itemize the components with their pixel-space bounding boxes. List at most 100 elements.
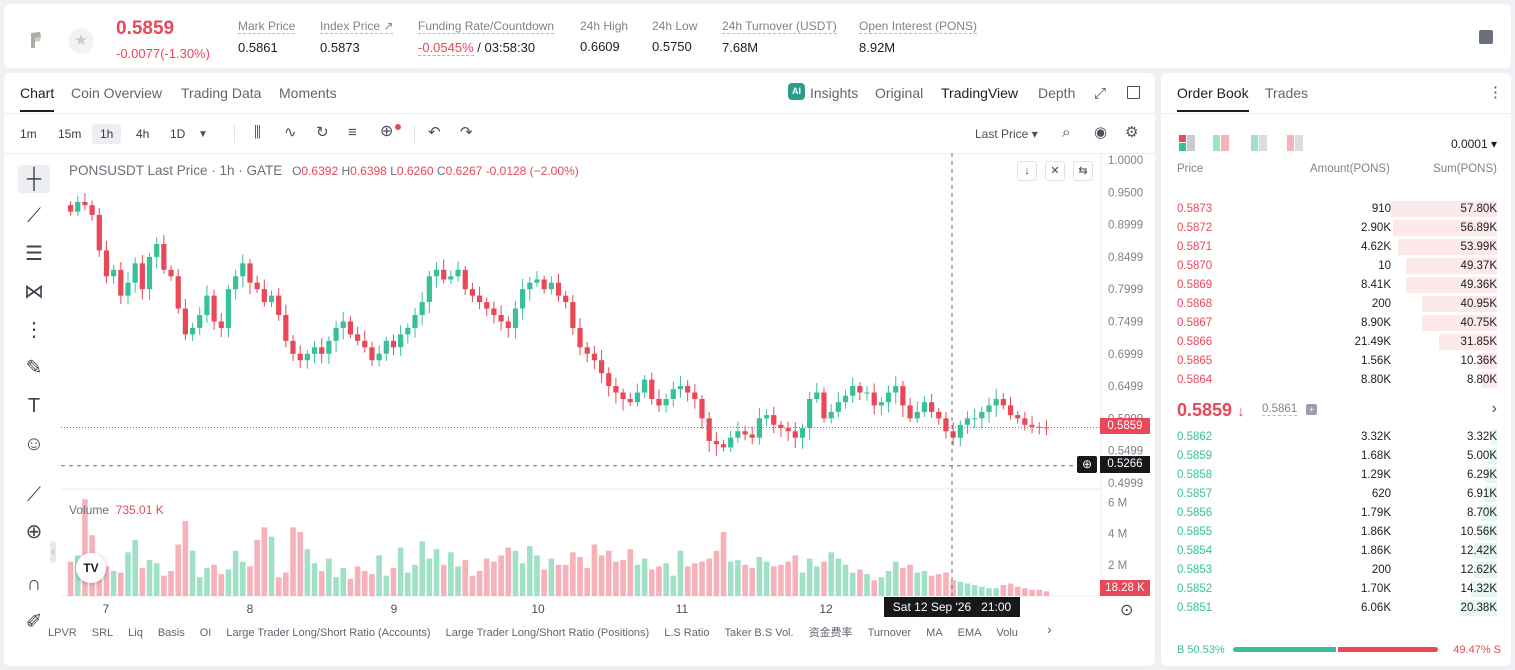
ask-row[interactable]: 0.5867 8.90K 40.75K	[1177, 314, 1497, 333]
bid-row[interactable]: 0.5858 1.29K 6.29K	[1177, 466, 1497, 485]
precision-select[interactable]: 0.0001 ▾	[1450, 137, 1497, 151]
text-tool-icon[interactable]: T	[27, 395, 41, 417]
ask-row[interactable]: 0.5865 1.56K 10.36K	[1177, 352, 1497, 371]
collapse-toolbar-icon[interactable]: ‹	[50, 541, 56, 563]
bid-row[interactable]: 0.5857 620 6.91K	[1177, 485, 1497, 504]
index-price-label[interactable]: Index Price ↗	[320, 19, 394, 34]
indicator-toggle[interactable]: Large Trader Long/Short Ratio (Positions…	[445, 627, 650, 639]
indicator-toggle[interactable]: OI	[199, 627, 212, 639]
templates-icon[interactable]: ≡	[348, 124, 357, 141]
indicator-toggle[interactable]: EMA	[957, 627, 982, 639]
indicator-toggle[interactable]: MA	[926, 627, 943, 639]
interval-1h[interactable]: 1h	[92, 124, 122, 144]
replay-icon[interactable]: ↻	[316, 124, 329, 141]
chevron-right-icon[interactable]: ›	[1491, 400, 1497, 417]
price-source-select[interactable]: Last Price ▾	[975, 127, 1038, 141]
interval-dropdown-icon[interactable]: ▼	[198, 129, 208, 140]
indicator-toggle[interactable]: Turnover	[867, 627, 912, 639]
emoji-tool-icon[interactable]: ☺	[23, 433, 45, 455]
expand-icon[interactable]: ⤢	[1094, 85, 1107, 102]
indicator-toggle[interactable]: SRL	[91, 627, 114, 639]
redo-icon[interactable]: ↷	[460, 124, 473, 141]
favorite-star-icon[interactable]: ★	[68, 28, 94, 54]
ask-row[interactable]: 0.5870 10 49.37K	[1177, 257, 1497, 276]
bid-row[interactable]: 0.5854 1.86K 12.42K	[1177, 542, 1497, 561]
asks-only-icon[interactable]	[1287, 135, 1303, 151]
indicator-toggle[interactable]: 资金费率	[808, 627, 853, 639]
ask-row[interactable]: 0.5872 2.90K 56.89K	[1177, 219, 1497, 238]
open-interest-label[interactable]: Open Interest (PONS)	[859, 19, 978, 34]
turnover-label[interactable]: 24h Turnover (USDT)	[722, 19, 837, 34]
ask-row[interactable]: 0.5869 8.41K 49.36K	[1177, 276, 1497, 295]
ruler-tool-icon[interactable]: ⟋	[27, 484, 41, 506]
interval-1d[interactable]: 1D	[170, 127, 186, 141]
interval-15m[interactable]: 15m	[58, 127, 82, 141]
indicator-toggle[interactable]: Large Trader Long/Short Ratio (Accounts)	[226, 627, 431, 639]
add-alert-icon[interactable]: ⊕	[380, 123, 394, 140]
trendline-tool-icon[interactable]: ⟋	[27, 205, 41, 227]
tradingview-logo-icon[interactable]: TV	[76, 553, 106, 583]
fullscreen-icon[interactable]	[1127, 86, 1140, 99]
tab-trading-data[interactable]: Trading Data	[181, 85, 262, 101]
view-depth[interactable]: Depth	[1038, 85, 1076, 101]
brush-tool-icon[interactable]: ✎	[25, 357, 43, 379]
undo-icon[interactable]: ↶	[428, 124, 441, 141]
view-original[interactable]: Original	[875, 85, 924, 101]
split-view-icon[interactable]	[1213, 135, 1229, 151]
more-options-icon[interactable]: ⋮	[1488, 84, 1503, 101]
indicator-more-icon[interactable]: ›	[1047, 621, 1052, 637]
indicator-toggle[interactable]: Volu	[996, 627, 1018, 639]
search-icon[interactable]: ⌕	[1062, 124, 1071, 141]
settings-gear-icon[interactable]: ⚙	[1125, 124, 1139, 141]
ask-row[interactable]: 0.5871 4.62K 53.99K	[1177, 238, 1497, 257]
pattern-tool-icon[interactable]: ⋈	[24, 281, 44, 303]
lock-draw-tool-icon[interactable]: ✐	[25, 611, 43, 633]
indicator-toggle[interactable]: Taker B.S Vol.	[724, 627, 794, 639]
indicator-toggle[interactable]: L.S Ratio	[664, 627, 710, 639]
view-tradingview[interactable]: TradingView	[941, 85, 1019, 101]
mark-info-icon[interactable]: +	[1306, 404, 1317, 415]
tab-moments[interactable]: Moments	[279, 85, 337, 101]
bid-row[interactable]: 0.5859 1.68K 5.00K	[1177, 447, 1497, 466]
crosshair-tool-icon[interactable]: ┼	[18, 165, 50, 193]
scroll-down-icon[interactable]: ↓	[1017, 161, 1037, 181]
funding-rate-value[interactable]: -0.0545%	[418, 40, 474, 56]
ask-row[interactable]: 0.5868 200 40.95K	[1177, 295, 1497, 314]
bid-row[interactable]: 0.5852 1.70K 14.32K	[1177, 580, 1497, 599]
view-insights[interactable]: Insights	[810, 85, 859, 101]
indicators-icon[interactable]: ∿	[284, 124, 297, 141]
tab-order-book[interactable]: Order Book	[1177, 85, 1249, 112]
bids-only-icon[interactable]	[1251, 135, 1267, 151]
ask-row[interactable]: 0.5866 21.49K 31.85K	[1177, 333, 1497, 352]
bid-row[interactable]: 0.5853 200 12.62K	[1177, 561, 1497, 580]
interval-1m[interactable]: 1m	[20, 127, 37, 141]
tab-trades[interactable]: Trades	[1265, 85, 1309, 101]
maximize-pane-icon[interactable]: ⇆	[1073, 161, 1093, 181]
price-chart[interactable]: 1.0000 0.9500 0.8999 0.8499 0.7999 0.7499 0.69…	[4, 73, 1155, 666]
chart-settings-icon[interactable]: ⊙	[1120, 602, 1134, 619]
zoom-tool-icon[interactable]: ⊕	[25, 521, 43, 543]
tab-chart[interactable]: Chart	[20, 85, 55, 112]
indicator-toggle[interactable]: LPVR	[48, 627, 77, 639]
ask-row[interactable]: 0.5864 8.80K 8.80K	[1177, 371, 1497, 390]
funding-rate-label[interactable]: Funding Rate/Countdown	[418, 19, 555, 34]
fib-tool-icon[interactable]: ⋮	[24, 319, 44, 341]
mark-price-label[interactable]: Mark Price	[238, 19, 296, 34]
collapse-icon[interactable]: ✕	[1045, 161, 1065, 181]
indicator-toggle[interactable]: Liq	[128, 627, 143, 639]
ask-row[interactable]: 0.5873 910 57.80K	[1177, 200, 1497, 219]
bid-row[interactable]: 0.5855 1.86K 10.56K	[1177, 523, 1497, 542]
both-sides-view-icon[interactable]	[1179, 135, 1195, 151]
interval-4h[interactable]: 4h	[136, 127, 150, 141]
bid-row[interactable]: 0.5856 1.79K 8.70K	[1177, 504, 1497, 523]
magnet-tool-icon[interactable]: ∩	[26, 573, 42, 595]
camera-icon[interactable]: ◉	[1094, 124, 1108, 141]
indicator-toggle[interactable]: Basis	[157, 627, 185, 639]
book-icon[interactable]	[1479, 30, 1493, 44]
bid-row[interactable]: 0.5851 6.06K 20.38K	[1177, 599, 1497, 618]
mid-mark-price[interactable]: 0.5861	[1262, 403, 1298, 416]
crosshair-add-icon[interactable]: ⊕	[1077, 456, 1097, 473]
horizontal-lines-tool-icon[interactable]: ☰	[25, 243, 43, 265]
bid-row[interactable]: 0.5862 3.32K 3.32K	[1177, 428, 1497, 447]
tab-coin-overview[interactable]: Coin Overview	[71, 85, 163, 101]
